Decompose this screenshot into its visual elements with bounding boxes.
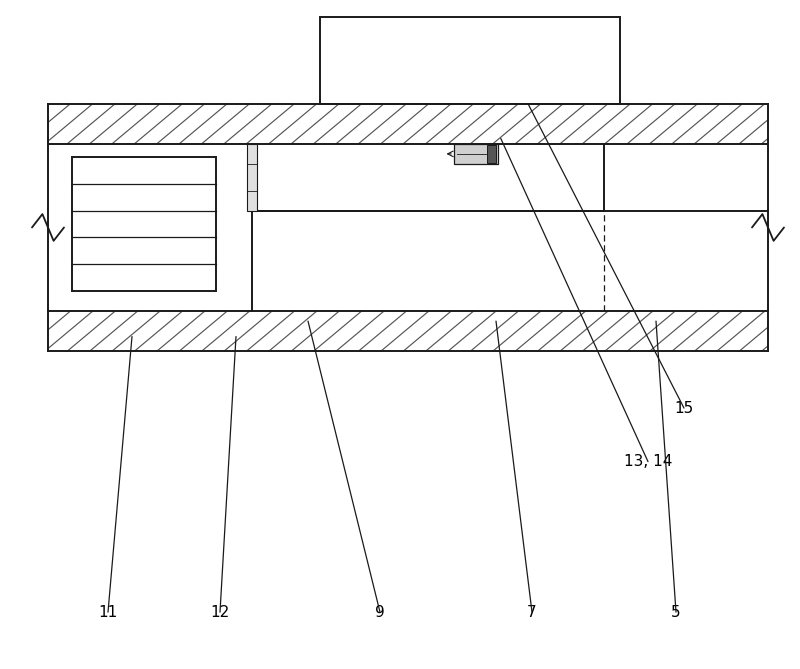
Bar [72, 157, 216, 291]
Bar [454, 144, 498, 164]
Text: 13, 14: 13, 14 [624, 454, 672, 469]
Text: 9: 9 [375, 605, 385, 619]
Text: 7: 7 [527, 605, 537, 619]
Text: 12: 12 [210, 605, 230, 619]
Text: 5: 5 [671, 605, 681, 619]
Text: 15: 15 [674, 401, 694, 415]
Text: 11: 11 [98, 605, 118, 619]
Bar [247, 144, 257, 211]
Bar [320, 17, 620, 104]
Bar [486, 145, 496, 163]
